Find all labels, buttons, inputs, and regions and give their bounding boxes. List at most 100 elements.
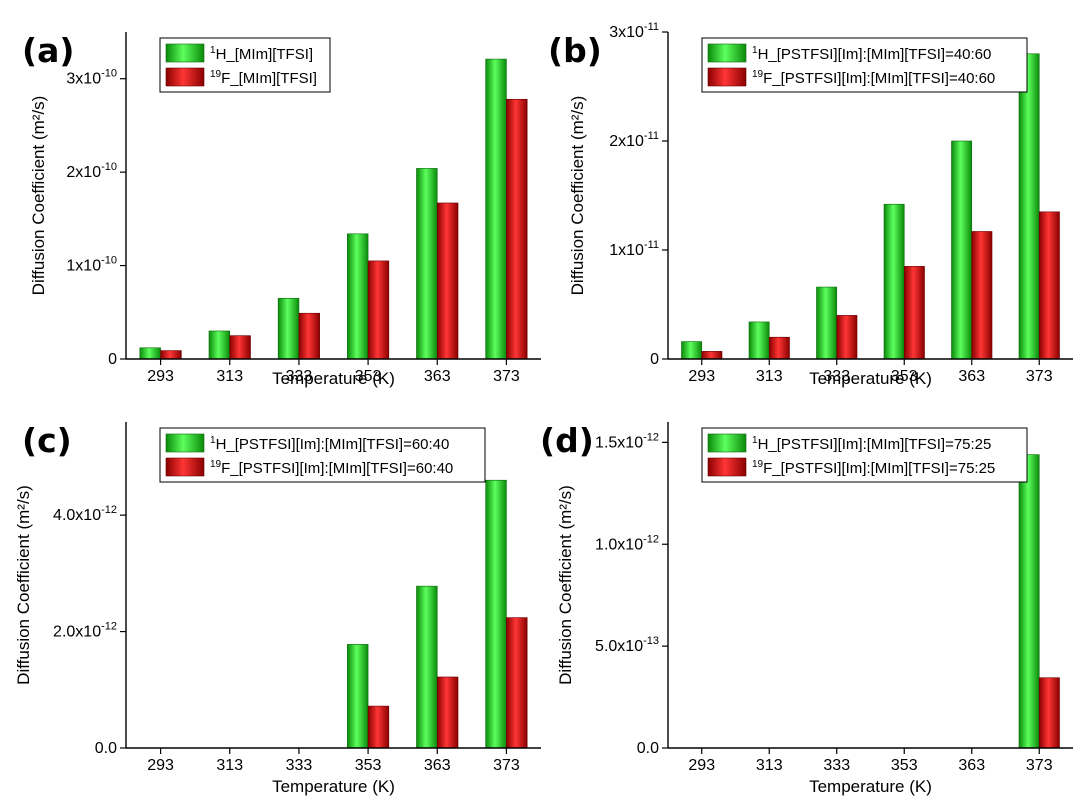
y-tick-label: 2x10-11 bbox=[609, 130, 659, 150]
y-axis-title: Diffusion Coefficient (m²/s) bbox=[14, 485, 33, 685]
bar-f-373 bbox=[506, 617, 528, 749]
x-tick-label: 293 bbox=[688, 757, 715, 774]
legend-label-f: 19F_[PSTFSI][Im]:[MIm][TFSI]=40:60 bbox=[752, 69, 995, 87]
legend-swatch-h bbox=[165, 43, 205, 63]
bar-h-363 bbox=[951, 140, 973, 360]
y-tick-label: 3x10-11 bbox=[609, 21, 659, 41]
x-tick-label: 313 bbox=[756, 368, 783, 385]
x-tick-label: 293 bbox=[147, 368, 174, 385]
bar-h-363 bbox=[416, 585, 438, 749]
x-tick-label: 353 bbox=[891, 757, 918, 774]
x-tick-label: 333 bbox=[823, 368, 850, 385]
x-tick-label: 313 bbox=[216, 368, 243, 385]
bar-h-373 bbox=[485, 479, 507, 749]
x-axis-title: Temperature (K) bbox=[272, 369, 395, 388]
y-tick-label: 1x10-11 bbox=[609, 239, 659, 259]
bar-f-363 bbox=[971, 231, 993, 360]
x-tick-label: 333 bbox=[286, 368, 313, 385]
bar-f-313 bbox=[229, 335, 251, 360]
x-tick-label: 353 bbox=[891, 368, 918, 385]
panel-label: (b) bbox=[548, 31, 602, 70]
bar-h-293 bbox=[139, 347, 161, 360]
legend-box bbox=[701, 37, 1028, 93]
x-tick-label: 333 bbox=[286, 757, 313, 774]
chart-panel-1: (b) 293 313 333 353 363 373 0 1x10-11 2x10-11 3x10… bbox=[548, 21, 1073, 388]
bar-f-293 bbox=[701, 351, 723, 360]
x-tick-label: 313 bbox=[216, 757, 243, 774]
bar-f-373 bbox=[1038, 677, 1060, 749]
y-tick-label: 0 bbox=[108, 351, 117, 368]
y-tick-label: 1.0x10-12 bbox=[595, 533, 659, 553]
bar-h-333 bbox=[816, 286, 838, 360]
x-tick-label: 363 bbox=[958, 757, 985, 774]
legend-label-f: 19F_[PSTFSI][Im]:[MIm][TFSI]=60:40 bbox=[210, 459, 453, 477]
panel-label: (a) bbox=[22, 31, 74, 70]
y-tick-label: 1x10-10 bbox=[66, 255, 117, 275]
legend-swatch-h bbox=[165, 433, 205, 453]
x-axis-title: Temperature (K) bbox=[272, 777, 395, 796]
legend-label-h: 1H_[PSTFSI][Im]:[MIm][TFSI]=40:60 bbox=[752, 45, 991, 63]
y-axis-title: Diffusion Coefficient (m²/s) bbox=[29, 96, 48, 296]
chart-panel-0: (a) 293 313 333 353 363 373 0 1x10-10 2x10-10 3x10… bbox=[22, 31, 541, 388]
bar-f-363 bbox=[436, 202, 459, 360]
legend-swatch-h bbox=[707, 433, 747, 453]
bar-f-293 bbox=[160, 350, 182, 360]
x-tick-label: 313 bbox=[756, 757, 783, 774]
bar-f-353 bbox=[367, 260, 390, 360]
x-tick-label: 333 bbox=[823, 757, 850, 774]
y-axis-title: Diffusion Coefficient (m²/s) bbox=[568, 96, 587, 296]
x-tick-label: 363 bbox=[958, 368, 985, 385]
bar-f-333 bbox=[836, 315, 858, 360]
bar-h-353 bbox=[347, 233, 369, 360]
legend-swatch-f bbox=[165, 67, 205, 87]
y-tick-label: 2x10-10 bbox=[66, 161, 117, 181]
legend-box bbox=[701, 427, 1028, 483]
legend-label-f: 19F_[MIm][TFSI] bbox=[210, 69, 317, 87]
bar-h-363 bbox=[416, 168, 438, 360]
bar-f-373 bbox=[506, 98, 528, 360]
y-tick-label: 4.0x10-12 bbox=[53, 504, 117, 524]
chart-panel-3: (d) 293 313 333 353 363 373 0.0 5.0x10-13 1.0x10-… bbox=[540, 421, 1073, 796]
x-tick-label: 373 bbox=[493, 757, 520, 774]
bar-h-313 bbox=[748, 321, 770, 360]
legend-label-f: 19F_[PSTFSI][Im]:[MIm][TFSI]=75:25 bbox=[752, 459, 995, 477]
bar-h-373 bbox=[1018, 454, 1040, 749]
x-tick-label: 293 bbox=[688, 368, 715, 385]
legend-label-h: 1H_[PSTFSI][Im]:[MIm][TFSI]=60:40 bbox=[210, 435, 449, 453]
x-tick-label: 373 bbox=[493, 368, 520, 385]
legend-swatch-f bbox=[165, 457, 205, 477]
bar-h-313 bbox=[208, 330, 231, 360]
y-axis-title: Diffusion Coefficient (m²/s) bbox=[556, 485, 575, 685]
x-tick-label: 353 bbox=[355, 757, 382, 774]
legend-swatch-f bbox=[707, 457, 747, 477]
bar-h-373 bbox=[485, 58, 507, 360]
legend-swatch-h bbox=[707, 43, 747, 63]
legend-label-h: 1H_[MIm][TFSI] bbox=[210, 45, 313, 63]
bar-h-353 bbox=[883, 203, 905, 360]
panel-label: (c) bbox=[22, 421, 72, 460]
bar-f-363 bbox=[436, 676, 459, 749]
panel-label: (d) bbox=[540, 421, 594, 460]
bar-f-333 bbox=[298, 312, 320, 360]
x-tick-label: 373 bbox=[1026, 368, 1053, 385]
bar-f-373 bbox=[1038, 211, 1060, 360]
legend-label-h: 1H_[PSTFSI][Im]:[MIm][TFSI]=75:25 bbox=[752, 435, 991, 453]
legend: 1H_[MIm][TFSI] 19F_[MIm][TFSI] bbox=[159, 37, 331, 93]
y-tick-label: 0.0 bbox=[637, 740, 659, 757]
x-tick-label: 353 bbox=[355, 368, 382, 385]
bar-h-353 bbox=[347, 644, 369, 749]
legend: 1H_[PSTFSI][Im]:[MIm][TFSI]=75:25 19F_[PS… bbox=[701, 427, 1028, 483]
x-axis-title: Temperature (K) bbox=[809, 369, 932, 388]
legend: 1H_[PSTFSI][Im]:[MIm][TFSI]=60:40 19F_[PS… bbox=[159, 427, 486, 483]
y-tick-label: 5.0x10-13 bbox=[595, 635, 659, 655]
bar-f-353 bbox=[367, 705, 390, 749]
y-tick-label: 0 bbox=[650, 351, 659, 368]
y-tick-label: 0.0 bbox=[95, 740, 117, 757]
y-tick-label: 2.0x10-12 bbox=[53, 621, 117, 641]
bar-f-353 bbox=[903, 266, 925, 360]
x-tick-label: 373 bbox=[1026, 757, 1053, 774]
y-tick-label: 3x10-10 bbox=[66, 68, 117, 88]
bar-h-293 bbox=[681, 341, 703, 360]
bar-h-373 bbox=[1018, 53, 1040, 360]
